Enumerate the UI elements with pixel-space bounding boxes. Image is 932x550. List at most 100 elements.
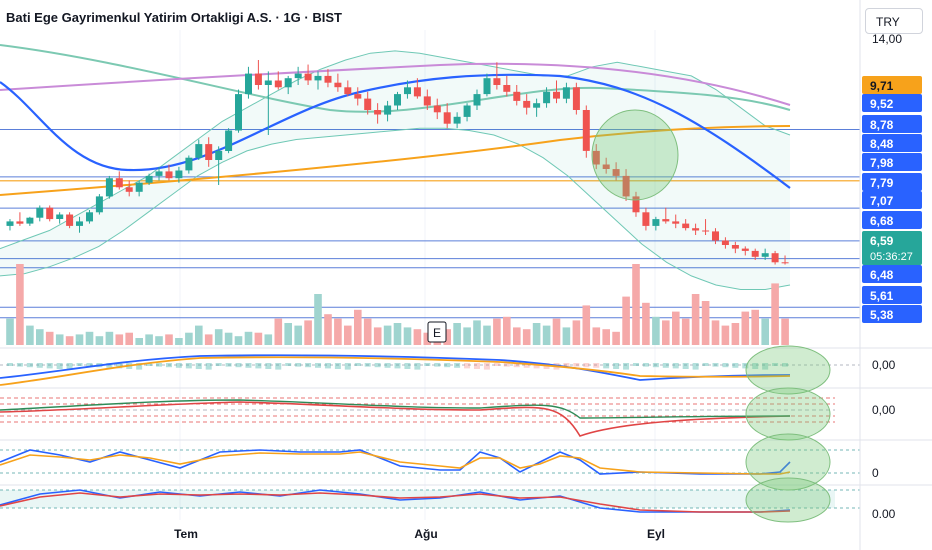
countdown-text: 05:36:27 bbox=[870, 251, 913, 263]
candle-body bbox=[145, 175, 153, 183]
currency-button[interactable]: TRY bbox=[865, 8, 923, 34]
histogram-bar bbox=[86, 363, 93, 367]
candle bbox=[185, 155, 193, 174]
candle bbox=[632, 191, 640, 217]
histogram-bar bbox=[722, 363, 729, 368]
histogram-bar bbox=[394, 363, 401, 369]
volume-bar bbox=[294, 325, 302, 345]
volume-bar bbox=[453, 323, 461, 345]
histogram-bar bbox=[156, 363, 163, 367]
volume-bar bbox=[334, 318, 342, 345]
candle-body bbox=[582, 110, 590, 151]
ma-orange-line bbox=[0, 125, 791, 196]
histogram-bar bbox=[454, 363, 461, 368]
candle-body bbox=[751, 250, 759, 257]
histogram-bar bbox=[573, 363, 580, 367]
histogram-bar bbox=[523, 363, 530, 368]
price-label-bg bbox=[862, 286, 922, 304]
candle-body bbox=[483, 78, 491, 95]
volume-bar bbox=[522, 329, 531, 345]
histogram-bar bbox=[384, 363, 391, 368]
histogram-bar bbox=[175, 363, 182, 368]
candle-body bbox=[344, 87, 352, 95]
histogram-bar bbox=[354, 363, 361, 366]
candle-body bbox=[215, 150, 223, 160]
bb-fill bbox=[0, 50, 790, 290]
histogram-bar bbox=[275, 363, 282, 370]
candle bbox=[195, 139, 203, 160]
volume-bar bbox=[95, 336, 104, 345]
histogram-bar bbox=[483, 363, 490, 370]
pane2-line-green bbox=[0, 399, 791, 419]
volume-bar bbox=[751, 309, 759, 345]
candle bbox=[453, 112, 461, 129]
volume-bar bbox=[55, 334, 64, 345]
histogram-bar bbox=[642, 363, 649, 367]
candle bbox=[751, 248, 759, 260]
price-label: 7,07 bbox=[862, 191, 922, 209]
candle-body bbox=[66, 214, 74, 226]
candle bbox=[672, 214, 680, 229]
volume-bar bbox=[731, 323, 740, 345]
indicator-axis-label: 0.00 bbox=[872, 507, 896, 521]
price-label: 9,52 bbox=[862, 94, 922, 112]
candle bbox=[304, 64, 312, 85]
volume-bar bbox=[761, 318, 769, 345]
histogram-bar bbox=[682, 363, 689, 369]
histogram-bar bbox=[464, 363, 471, 369]
price-label-text: 6,48 bbox=[870, 268, 894, 282]
candle-body bbox=[443, 112, 451, 124]
candle bbox=[443, 103, 451, 129]
candle-body bbox=[622, 175, 630, 197]
candle bbox=[712, 228, 719, 245]
volume-bar bbox=[622, 296, 630, 345]
candle bbox=[781, 255, 789, 265]
candle bbox=[553, 80, 560, 104]
volume-bar bbox=[36, 329, 44, 345]
volume-bar bbox=[582, 305, 591, 345]
candle-body bbox=[493, 78, 501, 85]
histogram-bar bbox=[762, 363, 769, 370]
volume-bar bbox=[642, 302, 650, 345]
candle-body bbox=[324, 75, 332, 83]
candle bbox=[334, 73, 342, 92]
volume-bar bbox=[771, 283, 779, 345]
histogram-bar bbox=[364, 363, 371, 367]
histogram-bar bbox=[225, 363, 232, 367]
candle bbox=[562, 82, 570, 104]
candle-body bbox=[105, 178, 113, 197]
histogram-bar bbox=[444, 363, 451, 368]
histogram-bar bbox=[344, 363, 351, 370]
volume-bar bbox=[721, 325, 730, 345]
candle bbox=[155, 166, 163, 181]
price-label: 7,98 bbox=[862, 153, 922, 171]
candle bbox=[56, 212, 64, 224]
histogram-bar bbox=[493, 363, 500, 366]
histogram-bar bbox=[324, 363, 331, 369]
candle-body bbox=[264, 80, 272, 85]
candle bbox=[324, 69, 332, 88]
volume-bar bbox=[75, 334, 84, 345]
price-label: 8,48 bbox=[862, 134, 922, 152]
candle-body bbox=[523, 100, 531, 108]
candle bbox=[513, 85, 521, 106]
indicator-highlight bbox=[745, 477, 831, 523]
volume-bar bbox=[552, 318, 561, 345]
volume-bar bbox=[681, 318, 690, 345]
candle bbox=[473, 89, 481, 110]
volume-bar bbox=[115, 334, 124, 345]
candle-body bbox=[682, 223, 690, 229]
price-label-text: 5,61 bbox=[870, 289, 894, 303]
price-label: 5,38 bbox=[862, 305, 922, 323]
volume-bar bbox=[165, 334, 173, 345]
candle-body bbox=[731, 245, 739, 249]
candle bbox=[314, 71, 322, 90]
histogram-bar bbox=[563, 363, 570, 366]
volume-bar bbox=[234, 336, 243, 345]
histogram-bar bbox=[265, 363, 272, 369]
histogram-bar bbox=[16, 363, 23, 367]
histogram-bar bbox=[652, 363, 659, 368]
candle-body bbox=[354, 94, 362, 99]
histogram-bar bbox=[742, 363, 749, 369]
